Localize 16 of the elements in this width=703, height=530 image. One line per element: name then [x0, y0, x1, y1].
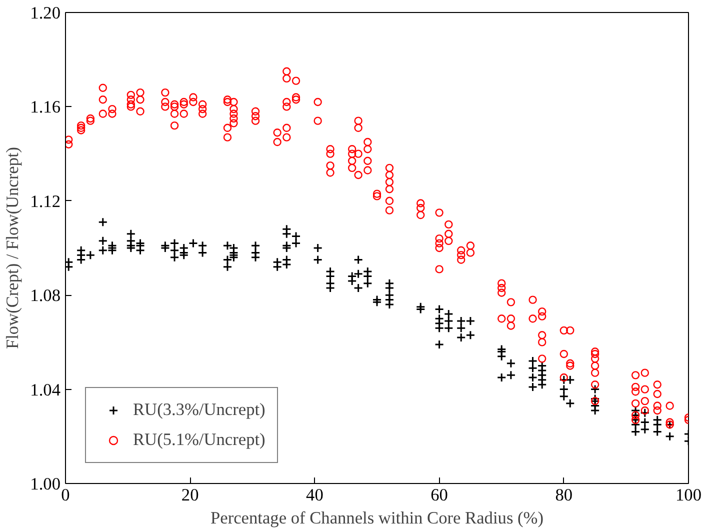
legend-label: RU(5.1%/Uncrept): [133, 430, 266, 450]
x-tick-label: 100: [676, 486, 702, 504]
y-tick-label: 1.20: [30, 4, 61, 22]
y-axis-title: Flow(Crept) / Flow(Uncrept): [3, 146, 22, 350]
x-tick-label: 80: [555, 486, 573, 504]
y-tick-label: 1.00: [30, 474, 61, 494]
y-tick-label: 1.08: [30, 286, 61, 306]
x-tick-label: 20: [181, 486, 199, 504]
y-tick-label: 1.04: [30, 380, 61, 400]
x-tick-label: 40: [306, 486, 324, 504]
y-tick-label: 1.12: [30, 192, 61, 211]
legend-label: RU(3.3%/Uncrept): [133, 400, 266, 420]
x-axis-title: Percentage of Channels within Core Radius (%): [210, 508, 544, 528]
x-tick-label: 60: [430, 486, 448, 504]
y-tick-label: 1.16: [30, 98, 61, 117]
x-tick-label: 0: [61, 486, 70, 504]
